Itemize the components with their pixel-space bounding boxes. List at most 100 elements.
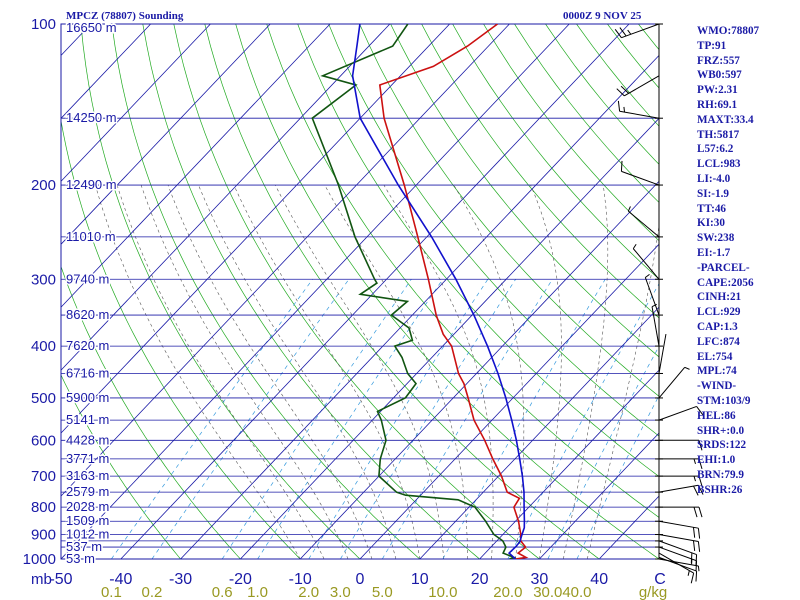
moist-adiabat [140, 185, 349, 559]
stat-item: CAPE:2056 [697, 276, 754, 289]
wind-barb-flag [632, 243, 637, 249]
isotherm [479, 369, 659, 559]
moist-adiabat [383, 184, 494, 559]
stat-item: PW:2.31 [697, 84, 738, 97]
wind-barb-flag [616, 88, 625, 97]
wind-barb [644, 273, 660, 316]
stat-item: KI:30 [697, 217, 725, 230]
wind-barb-flag [698, 458, 703, 470]
mixing-ratio-label: 0.1 [101, 584, 122, 600]
stat-item: MPL:74 [697, 365, 737, 378]
wind-barb [614, 23, 660, 39]
mixing-ratio-line [547, 345, 659, 559]
mixing-ratio-label: 40.0 [562, 584, 591, 600]
isotherm [61, 24, 391, 371]
wind-barb-staff [658, 520, 699, 529]
isotherm [539, 432, 659, 559]
wind-barb-staff [658, 333, 667, 374]
stat-item: SHR+:0.0 [697, 424, 745, 437]
dewpoint-line [311, 24, 517, 559]
isotherm [240, 117, 659, 559]
wind-barb-staff [658, 366, 686, 399]
wind-barb-flag [697, 565, 700, 572]
isotherm [61, 24, 331, 308]
mixing-ratio-label: 10.0 [428, 584, 457, 600]
mixing-ratio-line [381, 279, 553, 559]
wind-barb-flag [697, 541, 701, 552]
wind-barb-staff [624, 75, 660, 97]
wind-barb [651, 303, 660, 347]
wind-barb-flag [687, 570, 690, 576]
temperature-unit-label: C [654, 571, 666, 588]
wind-barb [658, 333, 667, 374]
mixing-ratio-label: 2.0 [298, 584, 319, 600]
stat-item: LCL:929 [697, 306, 741, 319]
dry-adiabat [235, 24, 659, 559]
wind-barb-staff [621, 23, 660, 39]
height-label: 2028 m [66, 499, 109, 514]
isotherm [61, 24, 570, 559]
mixing-ratio-unit-label: g/kg [639, 584, 667, 600]
wind-barb [658, 552, 695, 584]
wind-barb-staff [658, 546, 697, 562]
wind-barb-staff [658, 540, 697, 556]
isotherm [419, 306, 659, 559]
mixing-ratio-label: 0.6 [212, 584, 233, 600]
stat-item: WB0:597 [697, 69, 742, 82]
plot-frame [60, 23, 660, 560]
isobars [60, 23, 660, 560]
wind-barb-flag [697, 528, 701, 539]
wind-barb [658, 534, 701, 552]
pressure-tick-label: 100 [31, 16, 56, 33]
mixing-ratio-label: 0.2 [142, 584, 163, 600]
stat-item: SI:-1.9 [697, 187, 730, 200]
stat-item: TH:5817 [697, 128, 740, 141]
wind-barb-flag [693, 485, 699, 496]
temperature-tick-label: 30 [531, 571, 549, 588]
wind-barb-flag [627, 29, 632, 35]
stat-item: SRDS:122 [697, 439, 747, 452]
height-label: 5141 m [66, 412, 109, 427]
stat-item: MAXT:33.4 [697, 113, 754, 126]
stat-item: -WIND- [697, 380, 737, 393]
stat-item: EI:-1.7 [697, 246, 731, 259]
moist-adiabat [563, 185, 609, 559]
mixing-ratio-line [340, 279, 516, 559]
wind-profile [614, 23, 704, 584]
chart-title: MPCZ (78807) Sounding [66, 10, 184, 22]
pressure-tick-label: 200 [31, 177, 56, 194]
stat-item: HEL:86 [697, 409, 736, 422]
wind-barb-flag [692, 527, 696, 538]
wind-barb-flag [698, 507, 703, 518]
height-label: 16650 m [66, 20, 117, 35]
wind-barb-staff [644, 277, 660, 316]
wind-barb [617, 100, 660, 119]
height-label: 53 m [66, 551, 95, 566]
wind-barb-flag [693, 475, 696, 482]
stat-item: STM:103/9 [697, 394, 751, 407]
height-label: 8620 m [66, 307, 109, 322]
wind-barb-flag [627, 206, 631, 212]
height-label: 4428 m [66, 432, 109, 447]
mixing-ratio-line [151, 279, 350, 559]
stat-item: -PARCEL- [697, 261, 750, 274]
stat-item: LI:-4.0 [697, 172, 731, 185]
stat-item: LCL:983 [697, 158, 741, 171]
wind-barb [620, 160, 660, 186]
mixing-ratio-label: 20.0 [493, 584, 522, 600]
wind-barb [658, 520, 701, 539]
height-label: 537 m [66, 539, 102, 554]
isotherm [299, 180, 659, 559]
wind-barb-flag [651, 303, 657, 308]
moist-adiabat [95, 185, 301, 559]
isotherm [61, 24, 450, 434]
isotherm [61, 24, 151, 119]
pressure-tick-label: 700 [31, 468, 56, 485]
pressure-tick-label: 600 [31, 432, 56, 449]
wind-barb [616, 75, 660, 97]
stat-item: TP:91 [697, 39, 727, 52]
moist-adiabat [167, 184, 373, 559]
height-label: 11010 m [66, 229, 116, 244]
pressure-tick-label: 300 [31, 271, 56, 288]
pressure-unit-label: mb [31, 571, 52, 588]
